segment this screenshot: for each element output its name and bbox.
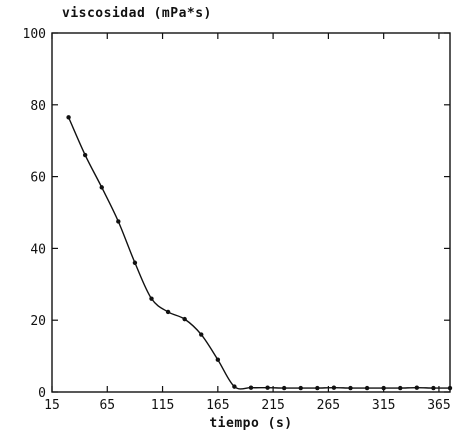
x-axis-title: tiempo (s) — [209, 416, 292, 431]
data-point — [414, 385, 420, 390]
data-point — [182, 316, 187, 322]
data-point — [447, 385, 453, 391]
data-point — [199, 332, 204, 337]
data-point — [265, 385, 270, 390]
x-tick-label: 365 — [427, 398, 450, 413]
data-point — [132, 260, 138, 265]
data-point — [248, 385, 254, 390]
y-tick-label: 60 — [30, 171, 46, 186]
x-tick-label: 265 — [317, 398, 340, 413]
data-point — [215, 357, 221, 362]
x-tick-label: 15 — [44, 398, 60, 413]
data-point — [298, 385, 303, 391]
data-point — [398, 385, 403, 391]
x-tick-label: 315 — [372, 398, 395, 413]
y-axis-ticks: 0 20 40 60 80 100 — [23, 27, 450, 401]
x-axis-ticks: 15 65 115 165 215 265 315 365 — [44, 33, 451, 413]
data-point — [116, 219, 121, 224]
x-tick-label: 165 — [206, 398, 229, 413]
x-tick-label: 65 — [99, 398, 115, 413]
y-tick-label: 40 — [30, 242, 46, 257]
data-point — [281, 385, 287, 391]
data-point — [364, 385, 370, 391]
data-point — [232, 384, 237, 389]
data-point — [99, 185, 104, 190]
data-point — [66, 115, 71, 120]
data-point — [331, 385, 337, 390]
y-tick-label: 20 — [30, 314, 46, 329]
y-tick-label: 80 — [30, 99, 46, 114]
series-layer — [66, 115, 453, 391]
x-tick-label: 115 — [151, 398, 174, 413]
plot-frame — [51, 32, 451, 393]
y-tick-label: 100 — [23, 27, 46, 42]
y-axis-title: viscosidad (mPa*s) — [62, 6, 212, 21]
data-point — [165, 309, 171, 315]
series-line — [67, 117, 451, 390]
data-point — [381, 385, 386, 391]
y-tick-label: 0 — [38, 386, 46, 401]
data-point — [315, 385, 320, 391]
data-point — [348, 385, 353, 391]
x-tick-label: 215 — [261, 398, 284, 413]
data-point — [82, 152, 88, 158]
data-point — [149, 296, 154, 301]
data-point — [431, 385, 436, 391]
